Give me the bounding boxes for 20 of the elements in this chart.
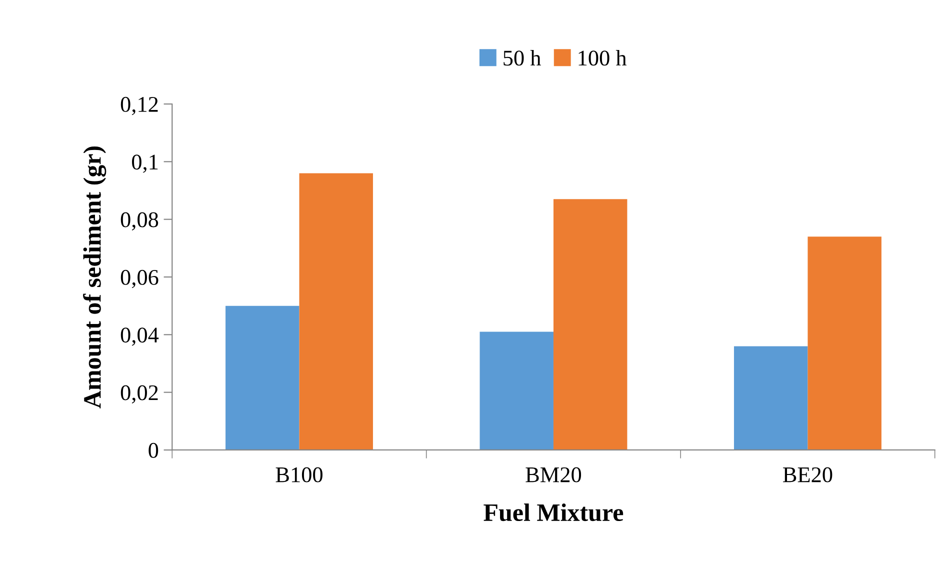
legend-label: 100 h — [578, 50, 627, 66]
y-tick-label: 0,1 — [132, 154, 158, 173]
bar — [808, 236, 882, 450]
y-tick-label: 0,06 — [120, 270, 158, 288]
x-tick-label: BM20 — [526, 467, 582, 482]
y-tick-label: 0,04 — [120, 328, 159, 346]
bar — [734, 346, 808, 450]
legend-label: 50 h — [504, 50, 541, 66]
bar — [226, 306, 300, 450]
bar — [553, 199, 628, 450]
x-tick-label: B100 — [276, 467, 322, 482]
y-tick-label: 0,08 — [120, 212, 158, 230]
y-tick-label: 0,02 — [120, 385, 158, 404]
bar — [299, 173, 373, 450]
x-axis-title: Fuel Mixture — [484, 503, 624, 522]
bar — [480, 332, 554, 450]
y-axis-title: Amount of sediment (gr) — [83, 146, 106, 408]
y-tick-label: 0 — [148, 442, 158, 458]
y-tick-label: 0,12 — [120, 96, 158, 116]
x-tick-label: BE20 — [783, 467, 832, 482]
